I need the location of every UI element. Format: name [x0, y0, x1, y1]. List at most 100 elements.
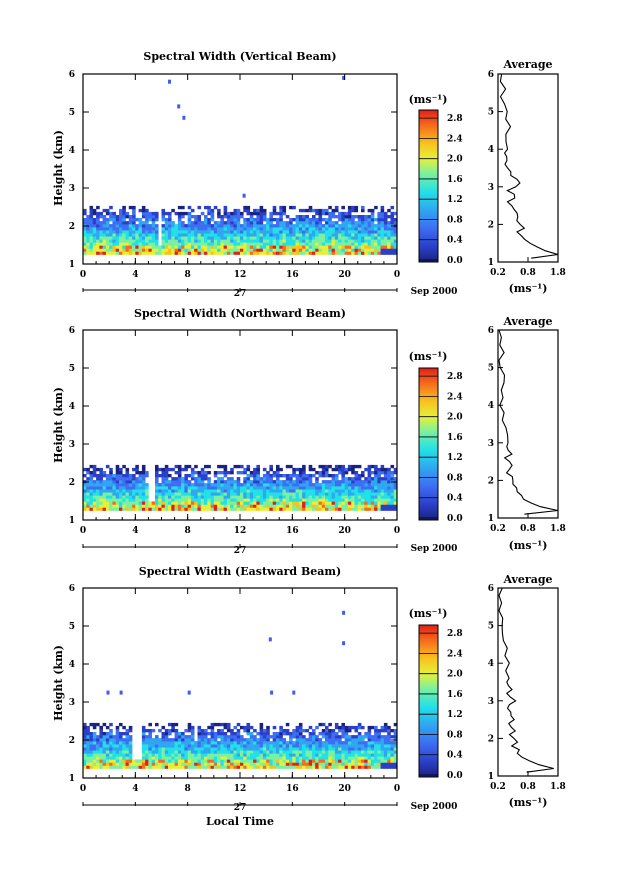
heatmap-cell [276, 753, 280, 757]
colorbar: 0.00.40.81.21.62.02.42.8 [418, 367, 463, 524]
heatmap-cell [387, 498, 391, 502]
heatmap-cell [155, 467, 159, 472]
heatmap-cell [285, 747, 290, 751]
heatmap-cell [210, 489, 215, 493]
heatmap-cell [341, 467, 345, 472]
heatmap-cell [282, 738, 287, 742]
heatmap-cell [377, 474, 381, 478]
heatmap-cell [119, 251, 123, 255]
heatmap-cell [295, 489, 300, 493]
heatmap-cell [377, 489, 381, 493]
heatmap-cell [190, 227, 195, 231]
heatmap-cell [115, 753, 120, 757]
heatmap-cell [243, 248, 247, 252]
heatmap-cell [318, 218, 323, 222]
heatmap-cell [89, 498, 94, 502]
heatmap-cell [259, 248, 264, 252]
heatmap-cell [344, 735, 349, 739]
heatmap-cell [204, 245, 208, 249]
heatmap-cell [367, 208, 372, 213]
heatmap-cell [161, 732, 166, 736]
heatmap-cell [374, 251, 378, 255]
heatmap-cell [331, 732, 336, 736]
heatmap-cell [246, 230, 251, 234]
heatmap-cell [354, 224, 359, 228]
heatmap-cell [141, 251, 146, 255]
heatmap-cell [380, 744, 385, 748]
heatmap-cell [338, 239, 342, 243]
heatmap-cell [187, 504, 192, 508]
heatmap-cell [338, 725, 342, 730]
heatmap-cell [200, 233, 205, 237]
heatmap-cell [161, 230, 166, 234]
heatmap-cell [197, 471, 202, 475]
heatmap-cell [230, 483, 234, 487]
heatmap-cell [148, 744, 152, 748]
heatmap-cell [89, 221, 94, 225]
heatmap-cell [276, 471, 280, 475]
heatmap-cell [217, 722, 221, 727]
heatmap-cell [383, 725, 388, 730]
heatmap-cell [302, 489, 306, 493]
heatmap-cell [334, 489, 339, 493]
heatmap-cell [351, 477, 355, 481]
heatmap-cell [125, 753, 130, 757]
heatmap-cell [334, 498, 339, 502]
heatmap-cell [308, 248, 313, 252]
heatmap-cell [184, 750, 188, 754]
heatmap-cell [338, 230, 342, 234]
heatmap-cell [262, 211, 267, 216]
heatmap-cell [361, 474, 365, 478]
heatmap-cell [318, 464, 323, 469]
heatmap-cell [164, 729, 169, 733]
heatmap-cell [102, 750, 107, 754]
heatmap-cell [174, 236, 179, 240]
heatmap-cell [83, 744, 87, 748]
profile-x-tick-label: 1.8 [550, 268, 566, 278]
heatmap-cell [89, 756, 94, 760]
heatmap-cell [325, 750, 329, 754]
heatmap-cell [377, 735, 381, 739]
heatmap-cell [86, 477, 90, 481]
heatmap-cell [387, 495, 391, 499]
heatmap-cell [207, 759, 211, 763]
heatmap-cell [383, 507, 388, 511]
heatmap-cell [302, 741, 306, 745]
heatmap-cell [259, 747, 264, 751]
heatmap-cell [393, 486, 398, 490]
heatmap-cell [351, 753, 355, 757]
heatmap-cell [145, 741, 149, 745]
heatmap-cell [102, 230, 107, 234]
heatmap-cell [380, 501, 385, 505]
heatmap-cell [119, 498, 123, 502]
heatmap-cell [315, 480, 319, 484]
heatmap-cell [83, 489, 87, 493]
heatmap-cell [347, 245, 352, 249]
heatmap-cell [240, 507, 244, 511]
heatmap-cell [236, 464, 241, 469]
heatmap-cell [83, 756, 87, 760]
heatmap-cell [213, 248, 218, 252]
heatmap-cell [305, 474, 309, 478]
heatmap-cell [253, 248, 257, 252]
heatmap-cell [138, 224, 143, 228]
heatmap-cell [230, 750, 234, 754]
heatmap-cell [158, 756, 162, 760]
heatmap-cell [96, 495, 100, 499]
heatmap-cell [367, 236, 372, 240]
heatmap-cell [377, 732, 381, 736]
heatmap-cell [298, 239, 303, 243]
heatmap-cell [393, 735, 398, 739]
heatmap-cell [92, 233, 97, 237]
heatmap-cell [370, 501, 375, 505]
heatmap-cell [282, 762, 287, 766]
heatmap-cell [187, 211, 192, 216]
heatmap-cell [220, 483, 224, 487]
heatmap-cell [325, 738, 329, 742]
heatmap-cell [295, 504, 300, 508]
heatmap-cell [86, 218, 90, 222]
heatmap-cell [115, 498, 120, 502]
heatmap-cell [197, 489, 202, 493]
heatmap-cell [122, 732, 126, 736]
heatmap-cell [184, 483, 188, 487]
